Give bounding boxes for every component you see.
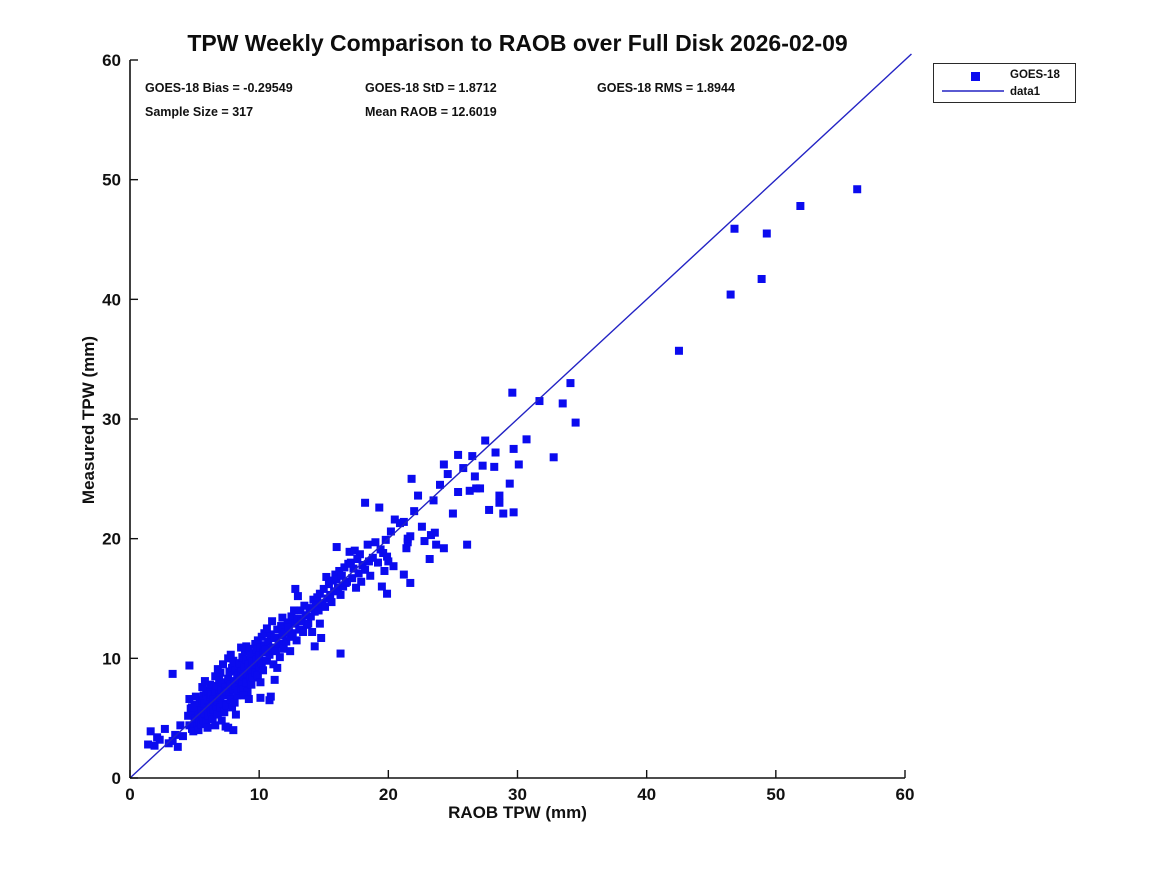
chart-title: TPW Weekly Comparison to RAOB over Full …: [187, 30, 848, 56]
svg-text:50: 50: [766, 785, 785, 804]
stat-sample-size: Sample Size = 317: [145, 105, 254, 119]
scatter-series-GOES-18: [144, 185, 862, 751]
svg-text:60: 60: [896, 785, 915, 804]
x-axis-label: RAOB TPW (mm): [448, 803, 587, 822]
svg-text:0: 0: [112, 769, 121, 788]
svg-text:40: 40: [637, 785, 656, 804]
svg-text:10: 10: [102, 649, 121, 668]
y-axis-label: Measured TPW (mm): [79, 335, 98, 505]
legend-marker-square-icon: [971, 72, 980, 81]
svg-text:50: 50: [102, 171, 121, 190]
legend-entry-goes18: GOES-18: [1010, 69, 1060, 81]
legend-line-sample-icon: [942, 90, 1004, 92]
svg-text:30: 30: [508, 785, 527, 804]
svg-text:30: 30: [102, 410, 121, 429]
svg-text:10: 10: [250, 785, 269, 804]
svg-text:40: 40: [102, 290, 121, 309]
stat-std: GOES-18 StD = 1.8712: [365, 81, 497, 95]
svg-text:60: 60: [102, 51, 121, 70]
legend-entry-data1: data1: [1010, 86, 1041, 98]
stat-rms: GOES-18 RMS = 1.8944: [597, 81, 735, 95]
svg-text:20: 20: [102, 530, 121, 549]
svg-text:0: 0: [125, 785, 134, 804]
stat-mean-raob: Mean RAOB = 12.6019: [365, 105, 497, 119]
legend-box: GOES-18 data1: [933, 63, 1076, 103]
svg-text:20: 20: [379, 785, 398, 804]
identity-line: [129, 53, 912, 779]
stat-bias: GOES-18 Bias = -0.29549: [145, 81, 293, 95]
